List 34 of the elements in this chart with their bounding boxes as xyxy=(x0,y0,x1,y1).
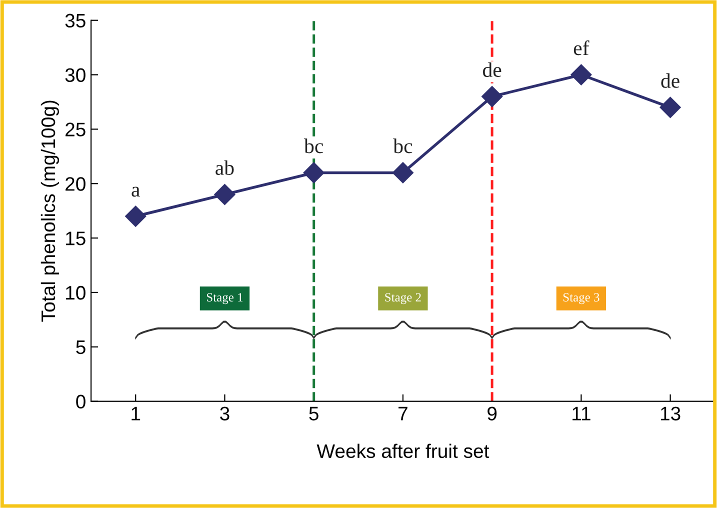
point xyxy=(214,184,236,206)
y-tick-label: 15 xyxy=(66,232,86,246)
y-tick-label: 35 xyxy=(65,14,86,28)
y-tick-label: 0 xyxy=(76,394,86,409)
x-tick-label: 3 xyxy=(220,406,230,420)
annotation: de xyxy=(482,62,502,78)
annotation: bc xyxy=(393,138,412,154)
y-tick-label: 5 xyxy=(76,340,86,354)
x-tick-label: 13 xyxy=(660,406,680,420)
point xyxy=(303,162,324,184)
y-axis-title: Total phenolics (mg/100g) xyxy=(40,100,60,322)
x-tick-label: 11 xyxy=(572,406,590,420)
point xyxy=(125,206,146,227)
x-tick-label: 7 xyxy=(398,406,408,420)
annotation: ab xyxy=(216,160,234,175)
point xyxy=(660,96,681,118)
point xyxy=(392,162,414,184)
x-tick-label: 9 xyxy=(488,406,497,420)
y-tick-label: 25 xyxy=(66,122,86,136)
x-tick-label: 5 xyxy=(309,406,318,420)
annotation: a xyxy=(132,186,140,197)
y-tick-label: 10 xyxy=(66,286,86,300)
y-tick-label: 20 xyxy=(66,177,86,191)
annotation: Stage 2 xyxy=(385,293,421,304)
annotation: Stage 1 xyxy=(206,293,243,304)
y-tick-label: 30 xyxy=(65,68,86,82)
x-tick-label: 1 xyxy=(132,406,140,420)
x-axis-title: Weeks after fruit set xyxy=(316,444,490,458)
annotation: bc xyxy=(304,138,324,154)
annotation: Stage 3 xyxy=(563,293,600,304)
point xyxy=(570,64,592,86)
annotation: de xyxy=(661,73,680,88)
point xyxy=(482,86,503,108)
annotation: ef xyxy=(574,40,590,56)
